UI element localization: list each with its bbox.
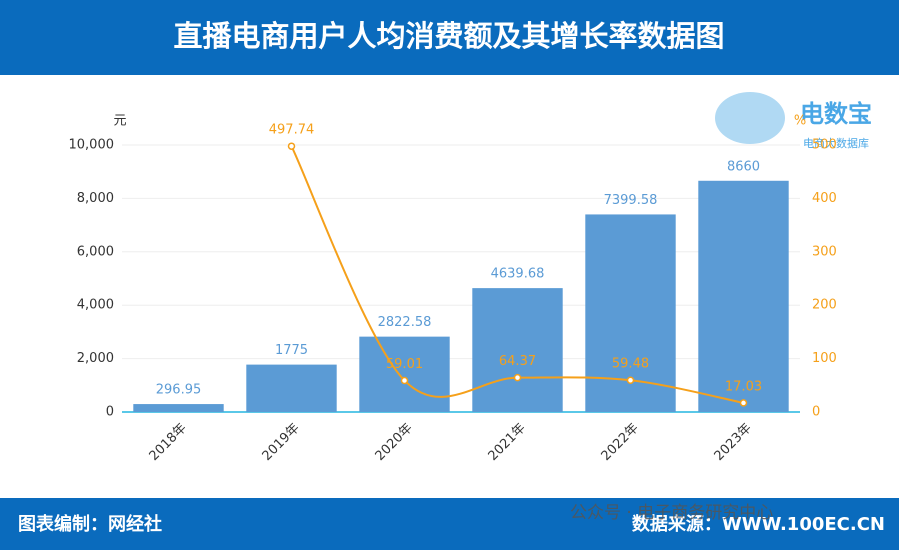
y2-tick-label: 0 xyxy=(812,405,820,420)
logo-icon xyxy=(715,92,785,144)
bar xyxy=(698,180,789,412)
y-tick-label: 8,000 xyxy=(77,191,114,206)
bar-label: 296.95 xyxy=(156,383,202,398)
y-tick-label: 10,000 xyxy=(69,138,115,153)
footer-left: 图表编制：网经社 xyxy=(18,513,162,535)
y2-tick-label: 400 xyxy=(812,191,837,206)
bar xyxy=(472,288,563,412)
line-label: 497.74 xyxy=(269,123,315,138)
y2-tick-label: 500 xyxy=(812,138,837,153)
bar-label: 1775 xyxy=(275,343,308,358)
bar xyxy=(359,336,450,412)
line xyxy=(290,145,744,404)
y2-unit: % xyxy=(794,114,806,129)
y-tick-label: 0 xyxy=(106,405,114,420)
y-tick-label: 6,000 xyxy=(77,244,114,259)
line-label: 59.01 xyxy=(386,357,423,372)
logo-sub: 电商大数据库 xyxy=(803,136,869,150)
line-point xyxy=(739,399,748,407)
logo: 电数宝 xyxy=(800,100,872,128)
y-tick-label: 2,000 xyxy=(77,351,114,366)
line-label: 64.37 xyxy=(499,354,536,369)
bar-label: 8660 xyxy=(727,159,760,174)
line-point xyxy=(513,373,522,382)
y2-tick-label: 300 xyxy=(812,244,837,259)
bar-label: 2822.58 xyxy=(378,315,432,330)
bar xyxy=(246,364,337,412)
y-unit: 元 xyxy=(113,114,126,129)
line-label: 59.48 xyxy=(612,357,649,372)
line-point xyxy=(287,142,296,150)
line-point xyxy=(626,376,635,384)
footer-bar xyxy=(0,498,899,550)
bar-label: 4639.68 xyxy=(491,267,545,282)
watermark: 公众号 · 电子商务研究中心 xyxy=(570,503,773,523)
line-label: 17.03 xyxy=(725,379,762,394)
y-tick-label: 4,000 xyxy=(77,298,114,313)
chart-title: 直播电商用户人均消费额及其增长率数据图 xyxy=(173,19,724,53)
line-point xyxy=(400,376,409,385)
header-bar xyxy=(0,0,899,75)
footer-right: 数据来源：WWW.100EC.CN xyxy=(632,513,885,535)
bar xyxy=(133,404,224,412)
y2-tick-label: 100 xyxy=(812,351,837,366)
y2-tick-label: 200 xyxy=(812,298,837,313)
bar-label: 7399.58 xyxy=(604,193,658,208)
